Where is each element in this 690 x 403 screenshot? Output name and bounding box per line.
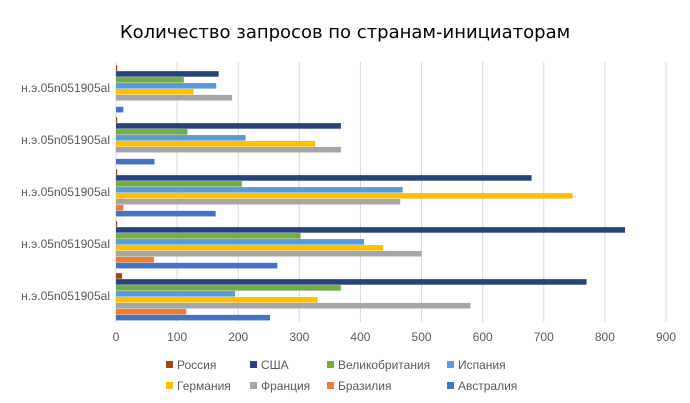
category-label: н.э.05n051905al [21, 81, 110, 95]
x-tick-label: 700 [534, 330, 554, 344]
x-tick-label: 200 [228, 330, 248, 344]
legend-swatch [327, 382, 334, 389]
x-tick-label: 500 [412, 330, 432, 344]
legend-swatch [447, 382, 454, 389]
bar [116, 89, 194, 95]
legend-label: Германия [177, 379, 231, 393]
bar [116, 250, 422, 257]
bars [116, 65, 626, 321]
bar [116, 308, 187, 315]
bar [116, 71, 219, 77]
legend-label: Австралия [458, 379, 517, 393]
bar [116, 273, 123, 279]
category-label: н.э.05n051905al [21, 289, 110, 303]
legend-label: Россия [177, 358, 216, 372]
legend-swatch [250, 382, 257, 389]
bar [116, 117, 118, 123]
chart-title: Количество запросов по странам-инициатор… [120, 22, 570, 43]
bar [116, 141, 316, 147]
bar [116, 123, 341, 129]
bar [116, 83, 217, 89]
bar [116, 279, 587, 285]
tick-labels: 0 100 200 300 400 500 600 700 800 900 [113, 330, 677, 344]
bar [116, 146, 341, 153]
bar [116, 314, 270, 321]
legend-swatch [250, 361, 257, 368]
x-tick-label: 800 [595, 330, 615, 344]
legend-swatch [447, 361, 454, 368]
bar [116, 302, 471, 309]
bar [116, 169, 118, 175]
bar [116, 297, 318, 303]
legend-label: Франция [261, 379, 310, 393]
bar [116, 94, 233, 101]
x-tick-label: 600 [473, 330, 493, 344]
legend-label: Испания [458, 358, 506, 372]
bar [116, 256, 154, 263]
x-tick-label: 900 [656, 330, 676, 344]
bar [116, 129, 188, 135]
legend: Россия США Великобритания Испания Германия Фр… [166, 358, 517, 393]
bar [116, 106, 124, 113]
category-label: н.э.05n051905al [21, 237, 110, 251]
x-tick-label: 0 [113, 330, 120, 344]
bar [116, 291, 236, 297]
x-tick-label: 400 [350, 330, 370, 344]
legend-swatch [166, 361, 173, 368]
bar [116, 233, 301, 239]
bar [116, 65, 118, 71]
bar [116, 193, 573, 199]
bar [116, 77, 184, 83]
legend-label: Великобритания [338, 358, 430, 372]
bar [116, 245, 384, 251]
legend-swatch [166, 382, 173, 389]
x-tick-label: 300 [289, 330, 309, 344]
bar [116, 285, 341, 291]
bar [116, 135, 246, 141]
bar [116, 204, 124, 211]
category-label: н.э.05n051905al [21, 133, 110, 147]
bar [116, 175, 532, 181]
legend-label: США [261, 358, 289, 372]
bar [116, 262, 278, 269]
bar [116, 158, 155, 165]
bar [116, 221, 118, 227]
x-tick-label: 100 [167, 330, 187, 344]
category-labels: н.э.05n051905al н.э.05n051905al н.э.05n051… [21, 81, 110, 303]
bar [116, 210, 216, 217]
legend-swatch [327, 361, 334, 368]
category-label: н.э.05n051905al [21, 185, 110, 199]
bar [116, 239, 365, 245]
bar [116, 198, 401, 205]
bar [116, 187, 403, 193]
bar [116, 181, 242, 187]
legend-label: Бразилия [338, 379, 392, 393]
bar [116, 227, 626, 233]
